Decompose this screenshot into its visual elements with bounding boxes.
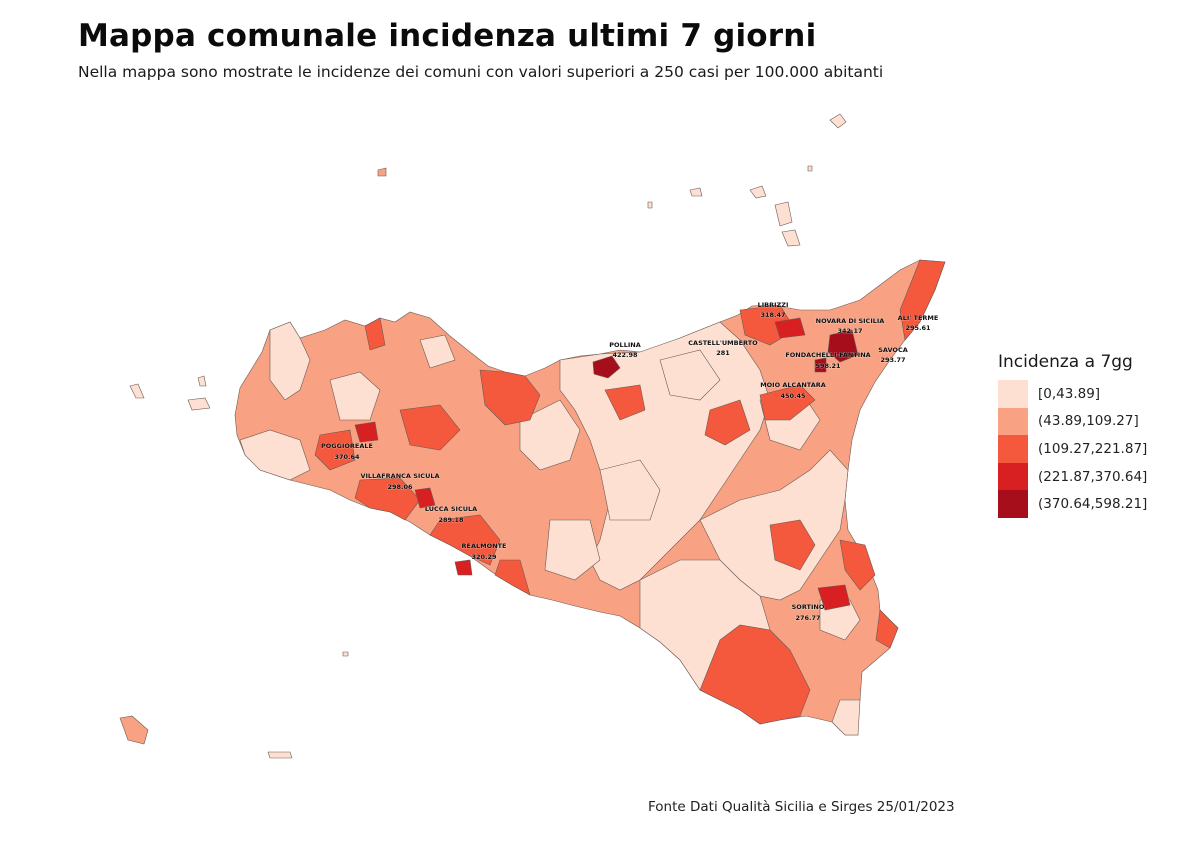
island — [647, 201, 653, 209]
island — [774, 201, 793, 227]
legend-item: (43.89,109.27] — [998, 407, 1147, 436]
map-subtitle: Nella mappa sono mostrate le incidenze d… — [78, 63, 884, 81]
island — [749, 185, 767, 199]
label-name: REALMONTE — [462, 542, 507, 550]
legend-swatch — [998, 435, 1028, 463]
label-value: 289.18 — [438, 516, 464, 524]
label-value: 342.17 — [837, 327, 862, 335]
island — [342, 651, 349, 657]
legend-label: (221.87,370.64] — [1038, 468, 1148, 485]
label-name: FONDACHELLI-FANTINA — [785, 351, 870, 359]
map-labels: POLLINA 422.98 CASTELL'UMBERTO 281 LIBRI… — [321, 301, 939, 623]
island — [689, 187, 703, 197]
label-value: 276.77 — [795, 614, 820, 622]
legend-swatch — [998, 462, 1028, 491]
label-name: SAVOCA — [878, 346, 908, 354]
label-value: 450.45 — [780, 392, 806, 400]
map-title: Mappa comunale incidenza ultimi 7 giorni — [78, 18, 817, 54]
label-value: 598.21 — [815, 362, 841, 370]
island — [807, 165, 813, 172]
legend-item: (221.87,370.64] — [998, 462, 1148, 491]
island — [187, 397, 211, 411]
label-value: 295.61 — [905, 324, 931, 332]
label-name: NOVARA DI SICILIA — [816, 317, 885, 325]
label-name: POGGIOREALE — [321, 442, 373, 450]
label-name: MOIO ALCANTARA — [760, 381, 826, 389]
label-name: SORTINO — [792, 603, 825, 611]
label-value: 281 — [716, 349, 730, 357]
legend-title: Incidenza a 7gg — [998, 352, 1133, 372]
legend-label: (370.64,598.21] — [1038, 496, 1148, 513]
label-value: 422.98 — [612, 351, 638, 359]
legend-swatch — [998, 490, 1028, 518]
label-name: LIBRIZZI — [758, 301, 789, 309]
data-source-note: Fonte Dati Qualità Sicilia e Sirges 25/0… — [648, 799, 955, 815]
label-value: 320.29 — [471, 553, 497, 561]
label-value: 370.64 — [334, 453, 360, 461]
legend-label: [0,43.89] — [1038, 385, 1101, 402]
legend-swatch — [998, 380, 1028, 408]
label-value: 298.06 — [387, 483, 413, 491]
label-value: 293.77 — [880, 356, 905, 364]
label-name: LUCCA SICULA — [425, 505, 477, 513]
legend-label: (43.89,109.27] — [1038, 413, 1139, 430]
island — [377, 167, 387, 177]
legend-swatch — [998, 407, 1028, 436]
legend-label: (109.27,221.87] — [1038, 440, 1148, 457]
legend-item: [0,43.89] — [998, 380, 1147, 408]
island — [829, 113, 847, 129]
label-name: VILLAFRANCA SICULA — [360, 472, 439, 480]
map-legend: Incidenza a 7gg [0,43.89] (43.89,109.27]… — [998, 352, 1147, 518]
label-name: POLLINA — [609, 341, 640, 349]
label-name: ALI' TERME — [898, 314, 939, 322]
legend-item: (370.64,598.21] — [998, 490, 1147, 518]
island — [781, 229, 801, 247]
island — [129, 383, 145, 399]
label-name: CASTELL'UMBERTO — [688, 339, 758, 347]
island — [197, 375, 207, 387]
legend-item: (109.27,221.87] — [998, 435, 1147, 463]
island — [119, 715, 149, 745]
label-value: 318.47 — [760, 311, 785, 319]
island — [267, 751, 293, 759]
